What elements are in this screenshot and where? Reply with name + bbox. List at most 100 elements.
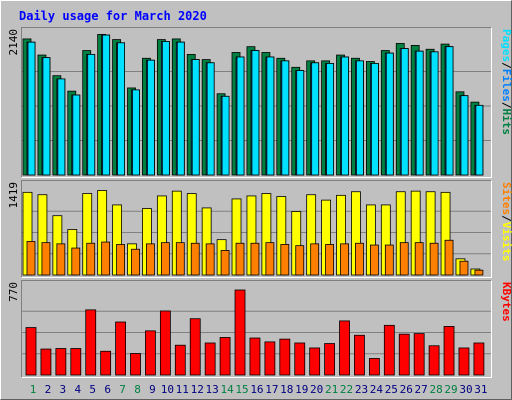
legend-entry: Files	[500, 69, 512, 102]
panel-border-light	[21, 180, 492, 278]
day-label: 11	[176, 383, 189, 396]
bar-kbytes	[100, 350, 112, 376]
bar-sites	[86, 242, 96, 276]
bar-sites	[280, 244, 290, 276]
bar-kbytes	[339, 320, 350, 376]
bar-sites	[474, 269, 484, 276]
bar-sites	[429, 242, 439, 276]
bar-pages	[161, 41, 170, 176]
bar-pages	[400, 48, 409, 176]
bar-kbytes	[473, 342, 485, 376]
bar-sites	[41, 242, 51, 276]
legend-entry: Visits	[500, 222, 512, 262]
bar-sites	[205, 243, 215, 276]
bar-kbytes	[70, 348, 82, 376]
bar-kbytes	[85, 309, 97, 376]
bar-pages	[72, 94, 81, 176]
bar-pages	[460, 95, 469, 176]
bar-pages	[27, 41, 36, 176]
day-label: 24	[370, 383, 384, 396]
chart-title: Daily usage for March 2020	[19, 9, 207, 23]
bar-kbytes	[264, 341, 276, 376]
bar-sites	[325, 244, 335, 276]
bar-sites	[56, 243, 66, 276]
legend-entry: Hits	[500, 109, 512, 136]
bar-sites	[369, 244, 379, 276]
bar-pages	[356, 60, 364, 176]
day-label: 26	[400, 383, 413, 396]
day-label: 15	[235, 383, 248, 396]
day-label: 9	[149, 383, 156, 396]
bar-kbytes	[458, 347, 470, 376]
bar-kbytes	[145, 330, 156, 376]
day-label: 31	[474, 383, 487, 396]
day-label: 21	[325, 383, 338, 396]
bar-pages	[117, 42, 125, 176]
bar-pages	[132, 89, 140, 176]
day-label: 4	[74, 383, 81, 396]
bar-kbytes	[130, 353, 141, 376]
bar-kbytes	[234, 289, 246, 376]
day-label: 17	[265, 383, 278, 396]
day-label: 13	[206, 383, 219, 396]
bar-sites	[399, 242, 409, 276]
legend-entry: /	[500, 215, 512, 222]
bar-pages	[57, 78, 66, 176]
bar-pages	[191, 59, 200, 176]
bar-sites	[355, 242, 364, 276]
bar-sites	[340, 243, 349, 276]
bar-sites	[384, 244, 394, 276]
bar-pages	[415, 50, 424, 176]
bar-kbytes	[443, 326, 455, 376]
day-label: 18	[280, 383, 293, 396]
panel-kbytes: 770 KBytes	[7, 280, 512, 378]
day-label: 19	[295, 383, 308, 396]
ytick-label: 1419	[7, 182, 20, 209]
bar-kbytes	[189, 318, 201, 376]
day-label: 3	[60, 383, 67, 396]
bar-pages	[385, 52, 394, 176]
bar-kbytes	[40, 348, 52, 376]
bar-kbytes	[428, 345, 440, 376]
bar-sites	[459, 260, 469, 276]
bar-pages	[266, 56, 275, 176]
bar-kbytes	[249, 337, 261, 376]
bar-kbytes	[115, 321, 126, 376]
bar-kbytes	[309, 347, 321, 376]
day-label: 25	[385, 383, 398, 396]
bar-kbytes	[25, 327, 37, 376]
series-legend: KBytes	[500, 282, 512, 322]
bar-sites	[131, 248, 140, 276]
bar-sites	[310, 243, 320, 276]
bar-kbytes	[204, 342, 216, 376]
bar-sites	[295, 245, 305, 276]
bar-pages	[102, 34, 111, 176]
bar-kbytes	[174, 344, 186, 376]
bar-pages	[147, 59, 155, 176]
day-label: 7	[119, 383, 126, 396]
bar-pages	[236, 56, 245, 176]
bar-kbytes	[324, 343, 336, 376]
series-legend: Pages/Files/Hits	[500, 29, 512, 135]
panel-border-dark	[21, 280, 492, 378]
panel-border-dark	[21, 180, 492, 278]
bar-sites	[26, 241, 36, 276]
day-label: 29	[444, 383, 457, 396]
series-legend: Sites/Visits	[500, 182, 512, 262]
day-label: 5	[89, 383, 96, 396]
ytick-label: 2140	[7, 29, 20, 56]
day-label: 30	[459, 383, 472, 396]
bar-pages	[251, 50, 260, 176]
bar-pages	[206, 62, 215, 176]
day-label: 23	[355, 383, 368, 396]
bar-sites	[190, 242, 200, 276]
bar-pages	[445, 46, 454, 176]
day-label: 22	[340, 383, 353, 396]
bar-pages	[87, 54, 96, 176]
bar-pages	[281, 60, 290, 176]
bar-pages	[176, 41, 185, 176]
bar-sites	[265, 242, 275, 276]
day-label: 2	[45, 383, 52, 396]
